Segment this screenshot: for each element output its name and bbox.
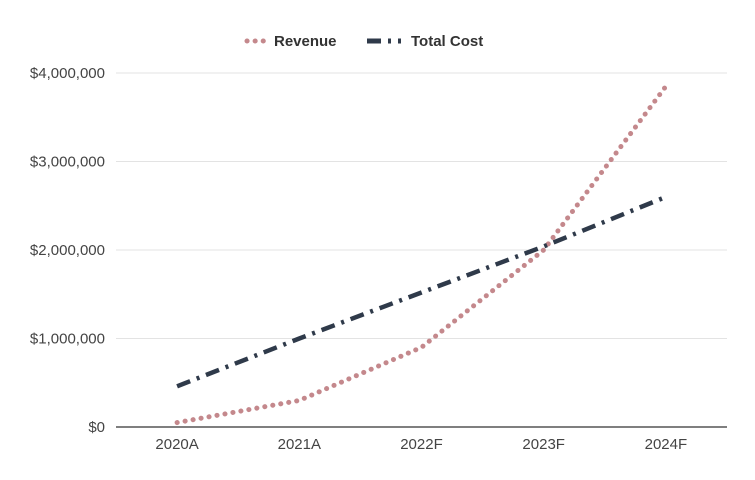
x-tick-label: 2022F [400, 436, 443, 453]
x-axis-ticks: 2020A 2021A 2022F 2023F 2024F [155, 436, 687, 453]
legend: Revenue Total Cost [244, 33, 483, 50]
x-tick-label: 2024F [645, 436, 688, 453]
gridlines [116, 72, 727, 339]
x-tick-label: 2021A [278, 436, 321, 453]
legend-label-revenue: Revenue [274, 33, 337, 50]
data-point-total-cost [543, 246, 544, 247]
series-line-total-cost [176, 194, 667, 389]
data-point-total-cost [665, 196, 666, 197]
x-tick-label: 2023F [522, 436, 565, 453]
y-tick-label: $2,000,000 [30, 242, 105, 259]
y-tick-label: $0 [88, 419, 105, 436]
series-line-revenue [174, 83, 669, 426]
legend-item-revenue[interactable]: Revenue [244, 33, 337, 50]
legend-item-total-cost[interactable]: Total Cost [367, 33, 483, 50]
legend-label-total-cost: Total Cost [411, 33, 483, 50]
y-tick-label: $3,000,000 [30, 154, 105, 171]
y-tick-label: $4,000,000 [30, 65, 105, 82]
y-axis-ticks: $0 $1,000,000 $2,000,000 $3,000,000 $4,000,0… [30, 65, 105, 436]
x-tick-label: 2020A [155, 436, 198, 453]
series-lines [174, 83, 669, 426]
y-tick-label: $1,000,000 [30, 331, 105, 348]
